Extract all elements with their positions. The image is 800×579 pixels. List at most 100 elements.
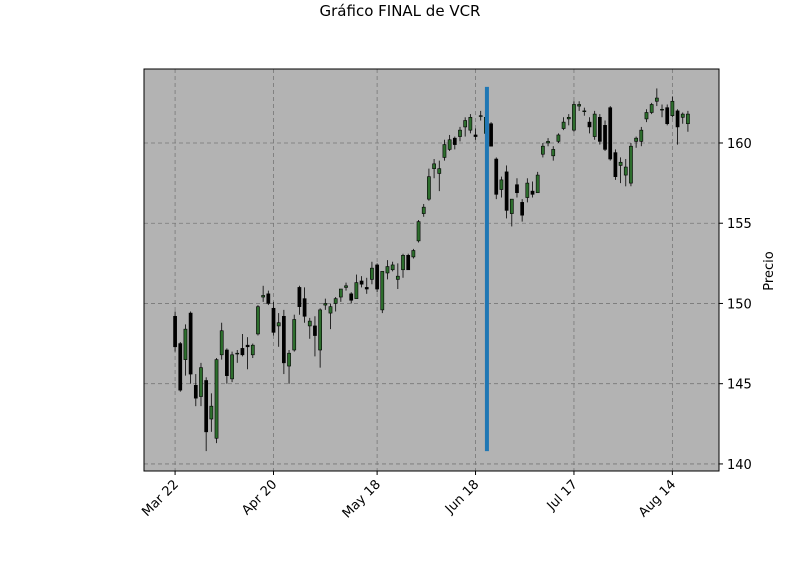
chart-title: Gráfico FINAL de VCR [320,2,481,20]
candle-body [219,330,224,356]
candle-body [416,221,421,242]
x-tick-label: Jun 18 [442,477,482,517]
candle-body [359,280,364,285]
candle-body [318,309,322,351]
candle-body [214,359,219,439]
candle-body [385,266,390,274]
candle-body [608,107,613,160]
candle-body [354,282,359,299]
candle-body [686,113,690,125]
candle-body [541,145,545,155]
plot-frame [143,68,720,472]
candle-body [566,117,571,120]
candle-body [634,137,638,142]
candle-body [370,267,374,280]
candle-body [499,179,504,190]
candle-body [395,275,400,280]
candle-body [592,113,597,137]
candle-body [561,121,566,129]
candle-body [437,168,442,174]
candle-body [670,100,675,116]
x-tick-label: Jul 17 [544,477,581,514]
candle-body [613,152,618,177]
candle-body [250,344,255,356]
x-tick-label: Mar 22 [139,477,182,520]
candle-body [582,110,587,112]
candle-body [463,120,468,128]
candle-body [225,349,229,376]
candle-body [401,255,405,271]
y-axis-label: Precio [762,251,777,290]
y-tick-label: 140 [727,458,752,473]
candle-body [504,171,509,211]
candle-body [447,139,452,150]
candle-body [432,163,436,169]
candle-body [390,264,395,271]
candle-body [473,134,478,137]
candle-body [204,380,209,433]
candle-body [209,405,214,420]
candle-body [256,306,260,335]
candle-body [406,255,411,271]
candle-body [675,110,680,128]
candle-body [338,288,343,298]
candle-body [629,145,633,184]
candle-body [665,107,670,125]
candle-body [173,315,177,348]
candle-body [261,295,265,298]
candle-body [515,184,519,194]
candle-body [380,271,385,311]
candle-body [489,123,493,147]
candle-body [478,115,483,117]
candle-body [271,307,276,333]
candle-body [193,385,198,399]
candle-body [546,141,550,144]
candle-body [618,161,623,166]
candle-body [307,320,312,327]
candle-body [680,113,685,118]
candle-body [577,104,581,107]
candle-body [535,174,540,194]
candle-body [458,129,462,137]
candle-body [551,149,556,157]
candle-body [623,166,628,176]
candle-body [603,125,607,150]
candle-body [349,293,354,301]
candle-body [313,325,317,336]
candle-body [654,97,659,102]
candle-body [598,117,602,142]
y-tick-label: 150 [727,297,752,312]
candle-body [230,354,234,380]
candle-body [266,293,271,304]
candle-body [183,328,188,360]
candle-body [297,287,302,307]
y-tick-label: 145 [727,378,752,393]
candle-body [427,176,431,200]
candle-body [282,315,286,364]
candle-body [188,312,193,375]
candle-body [442,144,447,158]
candle-body [494,158,499,195]
plot-area [144,69,719,471]
candle-body [199,367,203,397]
candle-body [468,117,473,131]
candle-body [344,285,348,288]
candle-body [644,112,649,120]
candle-body [240,348,245,356]
y-tick-label: 160 [727,137,752,152]
candle-body [276,322,281,327]
candle-body [411,250,416,258]
x-tick-label: Apr 20 [239,477,280,518]
candle-body [525,182,530,198]
x-tick-label: Aug 14 [636,477,679,520]
candle-body [587,121,592,128]
candle-body [375,264,379,290]
candle-body [364,287,369,290]
candle-body [556,134,561,142]
candle-body [639,129,644,142]
candle-body [421,206,426,214]
candle-body [178,343,183,391]
candle-body [509,198,514,214]
candle-body [323,303,328,306]
